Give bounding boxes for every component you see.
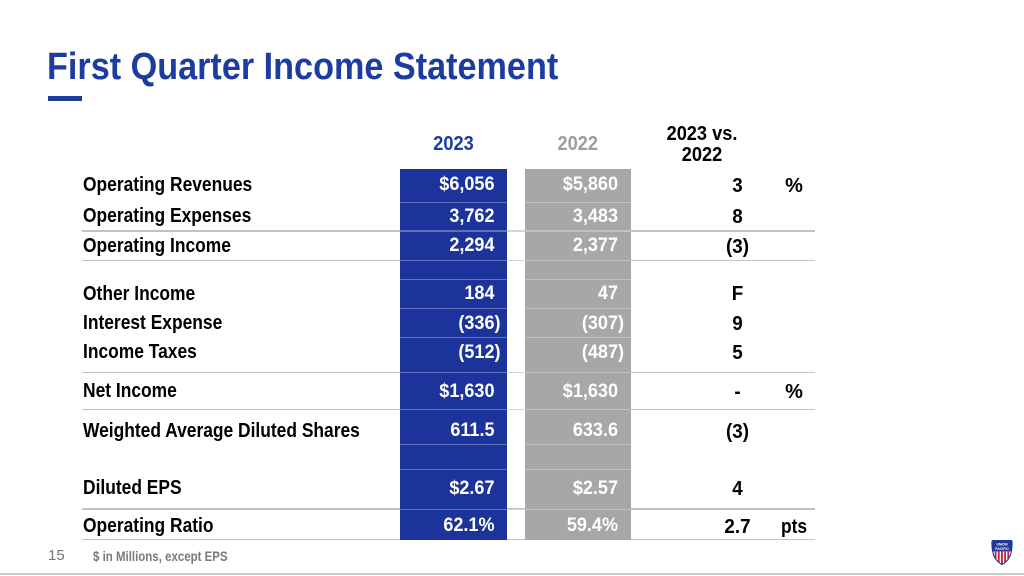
svg-text:PACIFIC: PACIFIC [995, 547, 1009, 551]
svg-text:UNION: UNION [996, 543, 1008, 547]
